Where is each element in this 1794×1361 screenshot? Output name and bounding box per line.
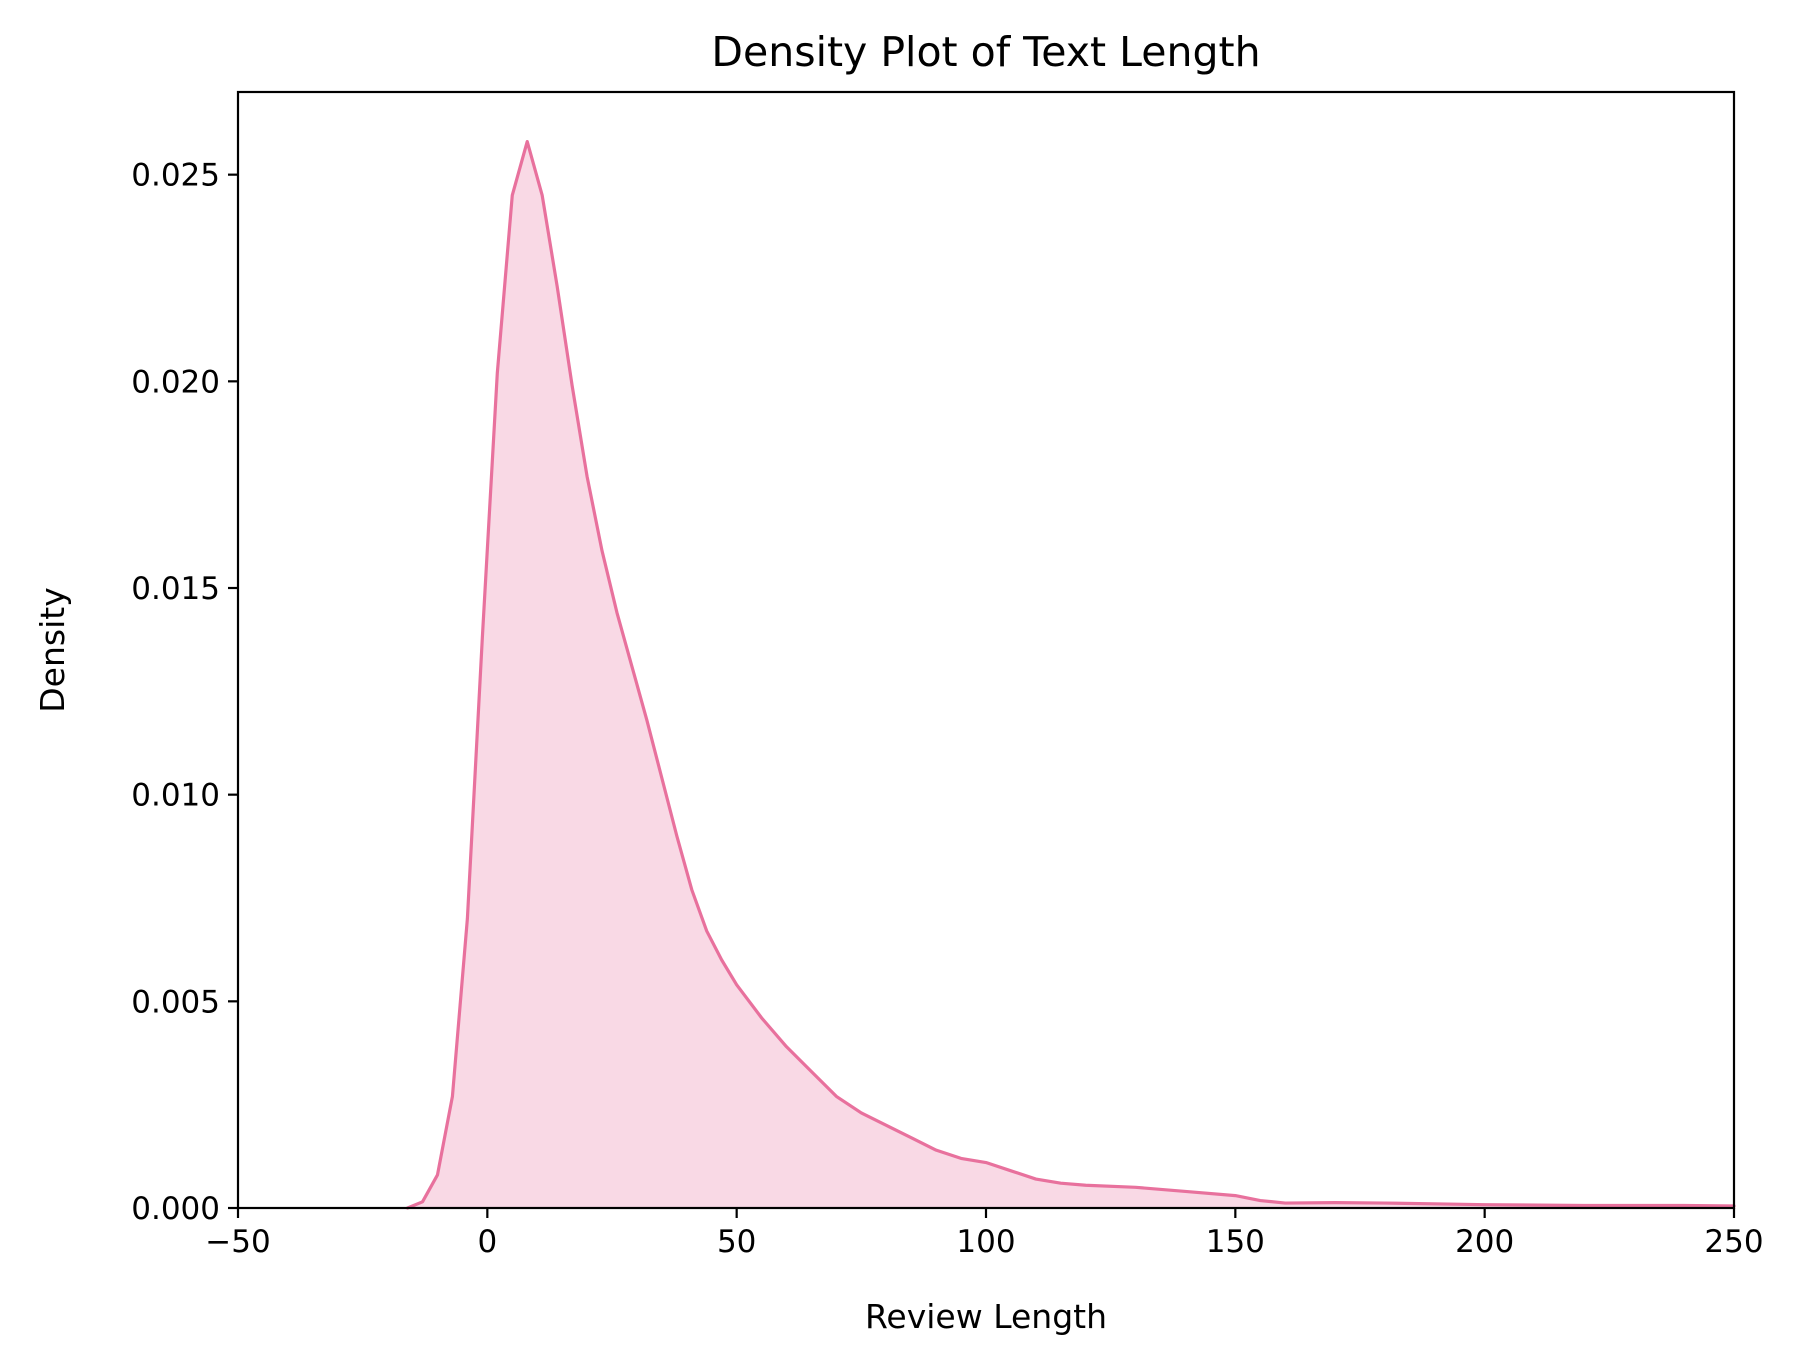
x-axis-ticks: −50 0 50 100 150 200 250 bbox=[205, 1208, 1764, 1260]
plot-area bbox=[405, 140, 1736, 1210]
x-tick-label: 100 bbox=[956, 1224, 1015, 1260]
y-tick-label: 0.015 bbox=[131, 571, 220, 607]
x-tick-label: −50 bbox=[205, 1224, 270, 1260]
y-axis-label: Density bbox=[33, 587, 72, 712]
x-tick-label: 50 bbox=[717, 1224, 756, 1260]
x-tick-label: 250 bbox=[1704, 1224, 1763, 1260]
x-axis-label: Review Length bbox=[865, 1297, 1107, 1336]
density-fill-area bbox=[407, 141, 1735, 1209]
y-tick-label: 0.025 bbox=[131, 158, 220, 194]
x-tick-label: 0 bbox=[477, 1224, 497, 1260]
x-tick-label: 150 bbox=[1206, 1224, 1265, 1260]
y-tick-label: 0.000 bbox=[131, 1191, 220, 1227]
y-tick-label: 0.005 bbox=[131, 984, 220, 1020]
y-tick-label: 0.010 bbox=[131, 778, 220, 814]
y-tick-label: 0.020 bbox=[131, 364, 220, 400]
chart-title: Density Plot of Text Length bbox=[711, 28, 1260, 76]
x-tick-label: 200 bbox=[1455, 1224, 1514, 1260]
axes-frame bbox=[236, 90, 1736, 1210]
density-line bbox=[405, 140, 1736, 1210]
y-axis-ticks: 0.000 0.005 0.010 0.015 0.020 0.025 bbox=[131, 158, 238, 1227]
